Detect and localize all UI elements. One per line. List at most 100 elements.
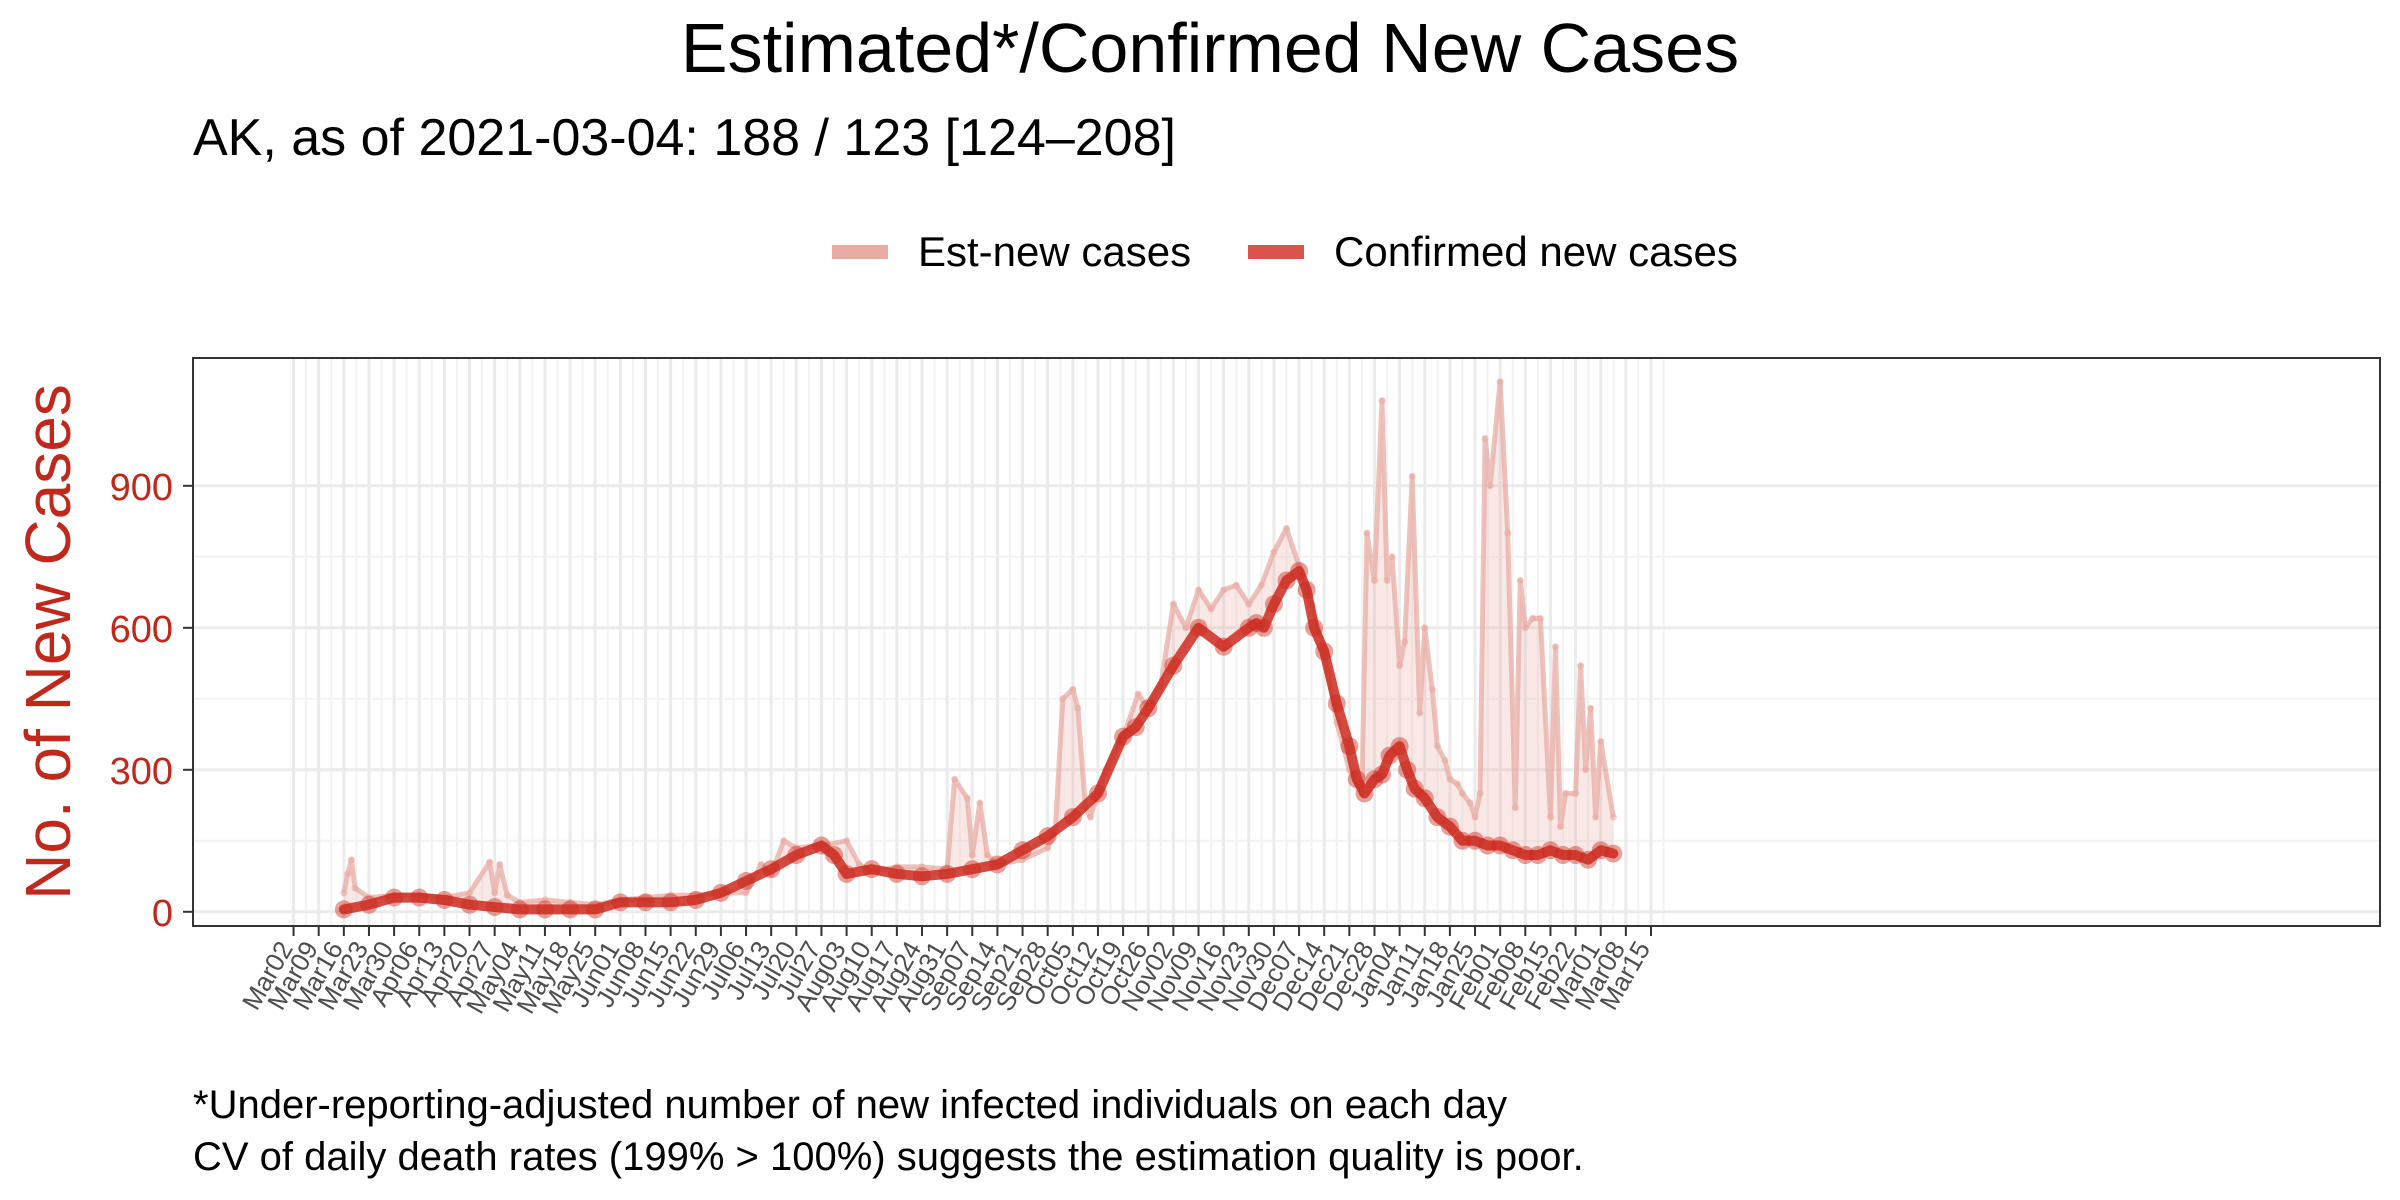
confirmed-point <box>762 860 781 879</box>
confirmed-point <box>825 846 844 864</box>
est-point <box>347 856 355 864</box>
est-point <box>516 898 524 906</box>
est-point <box>496 860 504 868</box>
est-point <box>1521 624 1529 632</box>
est-point <box>351 884 359 892</box>
confirmed-point <box>988 855 1007 874</box>
confirmed-point <box>1297 580 1316 599</box>
confirmed-point <box>963 860 982 879</box>
confirmed-point <box>1139 699 1158 718</box>
est-point <box>968 851 976 859</box>
confirmed-point <box>1566 846 1585 864</box>
confirmed-point <box>1355 784 1374 803</box>
est-point <box>1383 576 1391 584</box>
est-point <box>951 775 959 783</box>
confirmed-point <box>737 872 756 891</box>
confirmed-point <box>1114 727 1133 746</box>
est-point <box>1074 704 1082 712</box>
confirmed-point <box>1164 656 1183 675</box>
est-point <box>1441 756 1449 764</box>
confirmed-series <box>334 562 1623 919</box>
confirmed-point <box>1428 808 1447 827</box>
confirmed-point <box>535 900 554 919</box>
confirmed-point <box>1365 770 1384 789</box>
confirmed-point <box>1440 817 1459 836</box>
confirmed-point <box>1088 784 1107 803</box>
grid-minor <box>193 358 2380 926</box>
est-point <box>340 889 348 897</box>
chart-subtitle: AK, as of 2021-03-04: 188 / 123 [124–208… <box>193 109 1176 167</box>
confirmed-point <box>1214 637 1233 656</box>
est-point <box>1536 614 1544 622</box>
est-point <box>1388 553 1396 561</box>
est-point <box>1577 662 1585 670</box>
est-point <box>344 870 352 878</box>
est-point <box>1496 378 1504 386</box>
plot-border <box>192 357 2381 927</box>
confirmed-point <box>410 888 429 907</box>
confirmed-line <box>338 566 1619 915</box>
est-point <box>1069 685 1077 693</box>
est-point <box>1396 662 1404 670</box>
est-point <box>1587 704 1595 712</box>
confirmed-point <box>661 893 680 912</box>
confirmed-point <box>1405 779 1424 798</box>
confirmed-point <box>359 895 378 914</box>
est-point <box>541 896 549 904</box>
est-point <box>1232 581 1240 589</box>
confirmed-point <box>1340 737 1359 756</box>
est-point <box>1597 737 1605 745</box>
est-point <box>1416 709 1424 717</box>
confirmed-point <box>1503 841 1522 860</box>
est-point <box>1504 529 1512 537</box>
confirmed-point <box>938 864 957 883</box>
x-axis: Mar02Mar09Mar16Mar23Mar30Apr06Apr13Apr20… <box>236 926 1656 1019</box>
footnote-1: *Under-reporting-adjusted number of new … <box>193 1083 1507 1127</box>
y-tick-label: 600 <box>110 609 173 651</box>
confirmed-point <box>1013 841 1032 860</box>
confirmed-point <box>837 864 856 883</box>
y-tick-label: 0 <box>152 893 173 935</box>
est-line <box>341 379 1616 908</box>
confirmed-point <box>787 846 806 864</box>
confirmed-point <box>1415 789 1434 808</box>
confirmed-point <box>812 836 831 855</box>
est-point <box>780 837 788 845</box>
legend: Est-new cases Confirmed new cases <box>832 228 1738 275</box>
confirmed-point <box>1579 850 1598 869</box>
y-tick-label: 900 <box>110 467 173 509</box>
est-point <box>1433 742 1441 750</box>
confirmed-point <box>1347 770 1366 789</box>
confirmed-point <box>1239 618 1258 637</box>
est-point <box>1401 638 1409 646</box>
est-point <box>491 889 499 897</box>
confirmed-point <box>611 893 630 912</box>
est-point <box>1516 576 1524 584</box>
est-point <box>1421 624 1429 632</box>
est-point <box>1370 576 1378 584</box>
est-point <box>1471 813 1479 821</box>
confirmed-point <box>1327 694 1346 713</box>
est-point <box>1476 789 1484 797</box>
est-point <box>1428 685 1436 693</box>
est-point <box>1207 605 1215 613</box>
y-axis-label: No. of New Cases <box>12 384 84 900</box>
confirmed-point <box>1390 737 1409 756</box>
footnote-2: CV of daily death rates (199% > 100%) su… <box>193 1135 1584 1179</box>
est-point <box>1044 844 1052 852</box>
est-point <box>1378 397 1386 405</box>
est-point <box>983 851 991 859</box>
est-point <box>1562 789 1570 797</box>
est-point <box>1195 586 1203 594</box>
confirmed-point <box>1247 614 1266 633</box>
confirmed-point <box>1126 718 1145 737</box>
est-point <box>1546 813 1554 821</box>
confirmed-point <box>1478 836 1497 855</box>
confirmed-point <box>1591 841 1610 860</box>
confirmed-point <box>1189 618 1208 637</box>
confirmed-point <box>1373 765 1392 784</box>
est-point <box>1182 624 1190 632</box>
est-point <box>757 860 765 868</box>
confirmed-point <box>1453 831 1472 850</box>
